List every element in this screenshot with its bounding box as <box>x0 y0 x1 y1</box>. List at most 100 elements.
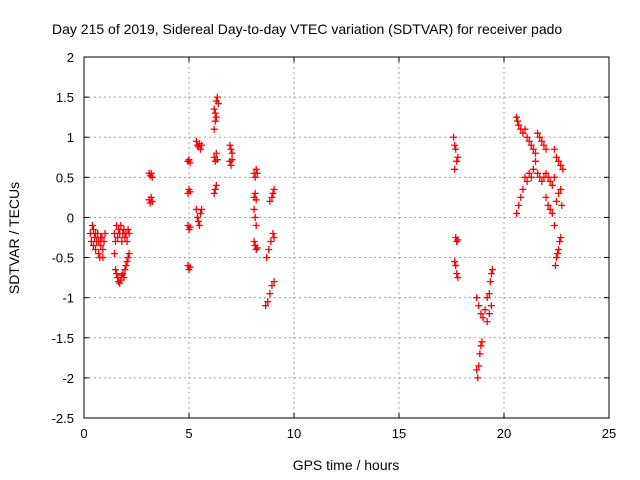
data-point <box>210 105 218 113</box>
data-point <box>186 159 194 167</box>
data-point <box>473 294 481 302</box>
data-point <box>213 93 221 101</box>
data-point <box>523 177 531 185</box>
data-point <box>542 145 550 153</box>
data-point <box>227 161 235 169</box>
data-point <box>120 274 128 282</box>
data-point <box>487 302 495 310</box>
data-point <box>148 173 156 181</box>
data-point <box>213 156 221 164</box>
data-point <box>124 254 132 262</box>
data-point <box>198 141 206 149</box>
data-point <box>534 129 542 137</box>
data-point <box>523 133 531 141</box>
data-point <box>211 185 219 193</box>
data-point <box>95 250 103 258</box>
data-point <box>196 221 203 229</box>
data-point <box>473 366 481 374</box>
data-point <box>266 290 274 298</box>
data-point <box>534 169 542 177</box>
data-point <box>186 223 194 231</box>
data-point <box>252 221 260 229</box>
data-point <box>121 234 129 241</box>
data-point <box>123 258 131 266</box>
data-point <box>125 229 133 237</box>
data-point <box>226 141 234 149</box>
data-point <box>252 196 260 204</box>
data-point <box>212 113 220 121</box>
data-point <box>210 189 218 197</box>
data-point <box>525 137 533 145</box>
y-tick-label: 2 <box>67 50 74 65</box>
chart-title: Day 215 of 2019, Sidereal Day-to-day VTE… <box>52 21 562 37</box>
data-points <box>86 93 567 382</box>
data-point <box>186 263 194 271</box>
data-point <box>262 302 270 310</box>
data-point <box>89 242 97 250</box>
data-point <box>212 149 220 157</box>
data-point <box>532 149 539 157</box>
data-point <box>211 109 219 117</box>
data-point <box>454 274 462 282</box>
data-point <box>270 185 278 193</box>
data-point <box>513 113 521 121</box>
data-point <box>485 290 493 298</box>
y-tick-label: 1.5 <box>56 90 74 105</box>
data-point <box>486 278 494 286</box>
data-point <box>513 209 521 217</box>
y-axis-label: SDTVAR / TECUs <box>6 182 22 294</box>
data-point <box>527 141 535 149</box>
data-point <box>532 157 539 165</box>
data-point <box>478 338 486 346</box>
data-point <box>147 193 155 201</box>
data-point <box>550 145 558 153</box>
x-tick-label: 20 <box>497 426 511 441</box>
y-tick-label: 0 <box>67 210 74 225</box>
data-point <box>253 169 261 177</box>
data-point <box>485 310 493 318</box>
data-point <box>544 173 552 181</box>
data-point <box>481 306 489 314</box>
data-point <box>453 270 461 278</box>
data-point <box>557 234 565 241</box>
data-point <box>559 165 567 173</box>
data-point <box>556 238 564 246</box>
data-point <box>124 225 132 233</box>
data-point <box>197 209 205 217</box>
data-point <box>554 250 562 258</box>
data-point <box>519 185 527 193</box>
x-tick-label: 25 <box>602 426 616 441</box>
data-point <box>453 238 461 246</box>
data-point <box>454 236 462 244</box>
data-point <box>451 141 459 149</box>
y-tick-label: -0.5 <box>52 251 74 266</box>
data-point <box>477 342 485 350</box>
data-point <box>251 173 259 181</box>
data-point <box>527 173 535 181</box>
data-point <box>121 266 129 274</box>
data-point <box>555 157 563 165</box>
data-point <box>197 145 205 153</box>
data-point <box>228 156 236 164</box>
x-tick-label: 5 <box>185 426 192 441</box>
data-point <box>251 189 259 197</box>
data-point <box>250 205 258 213</box>
data-point <box>125 250 133 258</box>
data-point <box>540 141 548 149</box>
data-point <box>546 177 554 185</box>
y-tick-label: -2.5 <box>52 411 74 426</box>
data-point <box>270 278 278 286</box>
data-point <box>553 254 560 262</box>
data-point <box>474 374 482 382</box>
data-point <box>514 117 522 125</box>
data-point <box>476 350 484 358</box>
data-point <box>185 156 193 164</box>
data-point <box>198 205 206 213</box>
data-point <box>186 188 194 196</box>
data-point <box>558 201 566 209</box>
data-point <box>542 193 550 201</box>
data-point <box>452 145 460 153</box>
data-point <box>270 234 278 241</box>
data-point <box>454 153 462 161</box>
data-point <box>264 298 272 306</box>
